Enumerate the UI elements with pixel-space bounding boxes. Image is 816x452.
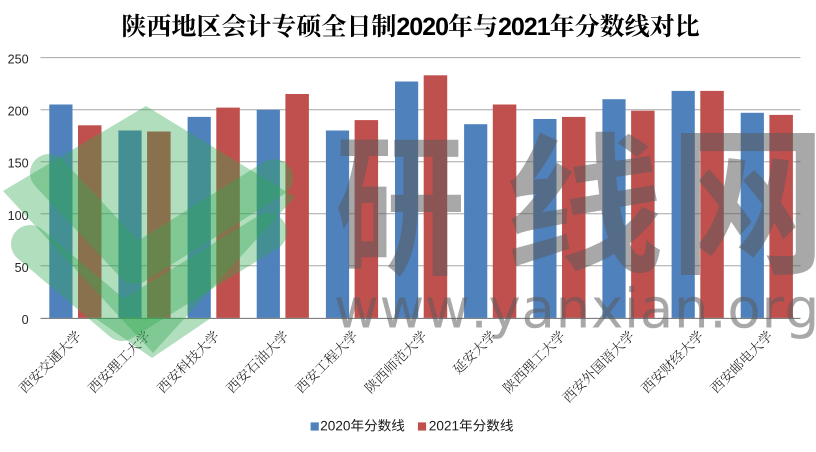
svg-text:100: 100 xyxy=(8,209,29,223)
svg-text:50: 50 xyxy=(15,261,29,275)
svg-text:250: 250 xyxy=(8,53,29,67)
svg-text:200: 200 xyxy=(8,105,29,119)
svg-text:0: 0 xyxy=(22,313,29,327)
svg-text:150: 150 xyxy=(8,157,29,171)
